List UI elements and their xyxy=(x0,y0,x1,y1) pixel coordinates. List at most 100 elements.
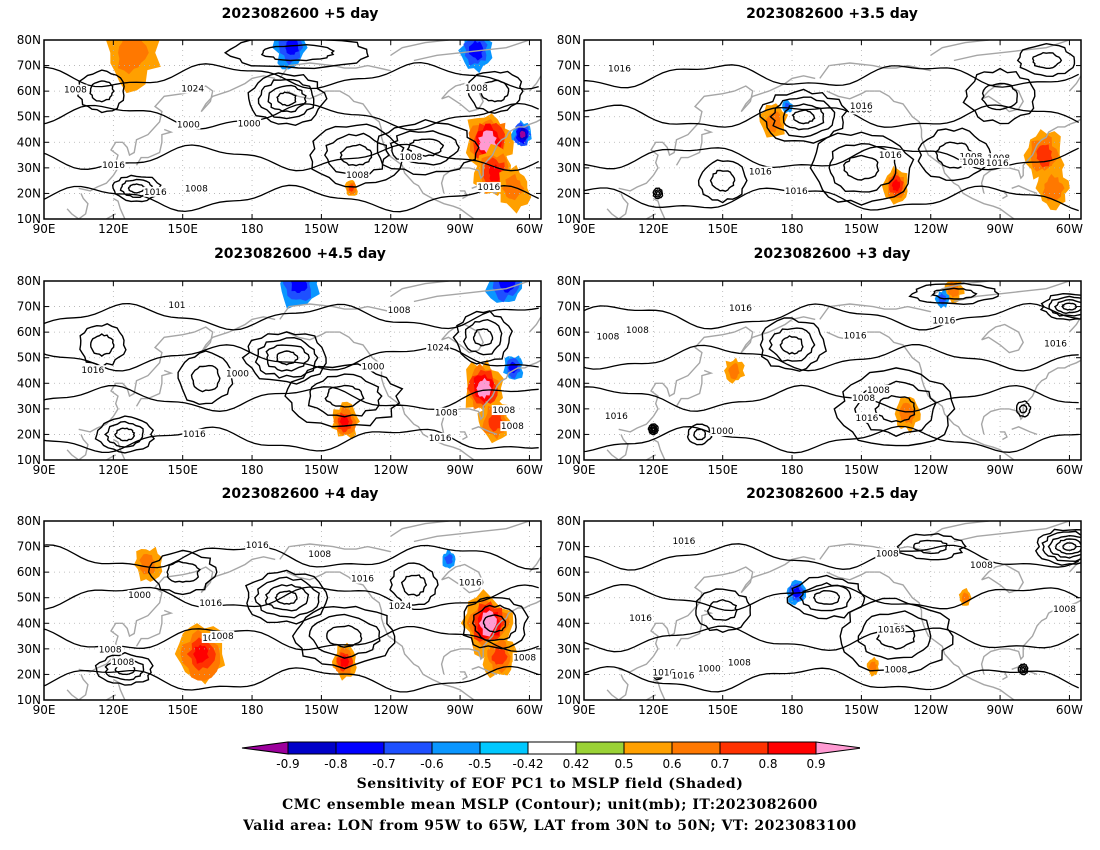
coastline xyxy=(390,521,449,537)
coastline xyxy=(286,571,475,700)
mslp-contour xyxy=(1041,530,1081,563)
contour-label-bg xyxy=(101,159,126,170)
lon-tick-label: 90W xyxy=(987,463,1014,477)
panel-title-1: 2023082600 +5 day xyxy=(221,6,379,22)
map-panel-1: 1008 1000 1016 1016 1000 1016 1008 1008 1024 1008… xyxy=(17,33,543,236)
lon-tick-label: 120E xyxy=(638,463,669,477)
contour-label: 1000 xyxy=(226,369,249,379)
coastline xyxy=(440,599,541,675)
mslp-contour xyxy=(839,597,954,674)
lat-tick-label: 40N xyxy=(557,376,581,390)
map-frame xyxy=(43,520,542,701)
contour-label: 1008 xyxy=(884,665,907,675)
positive-sensitivity-shade xyxy=(1042,174,1065,202)
mslp-contour xyxy=(833,367,956,447)
lon-tick-label: 90E xyxy=(33,222,56,236)
mslp-contour xyxy=(166,560,202,583)
colorbar-swatch xyxy=(719,741,769,755)
coastline xyxy=(953,281,1070,303)
mslp-contour xyxy=(786,574,866,620)
mslp-contour xyxy=(769,96,836,138)
contour-label-bg xyxy=(607,63,632,74)
coastline xyxy=(606,674,629,700)
mslp-contour xyxy=(874,394,916,423)
colorbar-swatch xyxy=(623,741,673,755)
contour-label: 1024 xyxy=(181,84,204,94)
mslp-contour xyxy=(1016,400,1032,418)
coastline xyxy=(279,543,391,560)
map-frame xyxy=(43,39,542,220)
lat-tick-label: 70N xyxy=(17,540,41,554)
mslp-contour xyxy=(452,310,514,365)
mslp-contour xyxy=(584,625,1080,653)
mslp-contour xyxy=(389,562,439,606)
contour-label-bg xyxy=(63,84,88,95)
mslp-contour xyxy=(44,61,539,90)
coastline xyxy=(953,40,1070,62)
lon-tick-label: 120W xyxy=(373,463,408,477)
negative-sensitivity-shade xyxy=(498,281,516,293)
contour-label-bg xyxy=(180,83,205,94)
coastline xyxy=(286,331,475,460)
map-panel-5: 1008 1016 1016 1016 1000 1008 1024 1008 1008 1008… xyxy=(17,514,543,717)
mslp-contour xyxy=(177,350,235,406)
lon-tick-label: 180 xyxy=(781,222,804,236)
contour-label: 1016 xyxy=(672,537,695,547)
mslp-contour xyxy=(686,423,713,446)
contour-label-bg xyxy=(225,368,250,379)
mslp-contour xyxy=(339,143,373,167)
coastline xyxy=(652,197,666,219)
contour-label: 1008 xyxy=(435,409,458,419)
contour-label-bg xyxy=(628,613,653,624)
coastline xyxy=(441,563,484,594)
contour-label-bg xyxy=(245,539,270,550)
contour-label-bg xyxy=(426,342,451,353)
colorbar-max-arrow xyxy=(815,741,860,755)
coastline xyxy=(1068,75,1081,92)
contour-label: 1016 xyxy=(81,366,104,376)
contour-label-bg xyxy=(866,384,891,395)
contour-label-bg xyxy=(931,315,956,326)
lon-tick-label: 120W xyxy=(913,463,948,477)
contour-label: 1008 xyxy=(962,158,985,168)
lon-tick-label: 150W xyxy=(844,222,879,236)
coastline xyxy=(953,521,1070,543)
mslp-contour xyxy=(652,187,664,200)
mslp-contour xyxy=(843,154,880,181)
coastline xyxy=(675,369,714,407)
lon-tick-label: 120W xyxy=(373,222,408,236)
mslp-contour xyxy=(584,543,1079,571)
lat-tick-label: 70N xyxy=(17,59,41,73)
mslp-contour xyxy=(244,569,329,625)
contour-label-bg xyxy=(671,536,696,547)
coastline xyxy=(675,128,714,166)
contour-label: 1016 xyxy=(629,614,652,624)
map-panel-6: 1008100810161008101610161016100010161008… xyxy=(557,514,1083,717)
lon-tick-label: 150E xyxy=(707,703,738,717)
contour-label-bg xyxy=(434,407,459,418)
mslp-contour xyxy=(791,109,816,125)
positive-sensitivity-shade xyxy=(339,414,350,428)
mslp-contour xyxy=(44,184,539,213)
contour-label: 1008 xyxy=(492,406,515,416)
contour-label: 1016 xyxy=(429,434,452,444)
coastline xyxy=(135,369,174,407)
colorbar-swatch xyxy=(431,741,481,755)
mslp-contour xyxy=(650,425,657,433)
contour-label-bg xyxy=(500,421,525,432)
lon-tick-label: 60W xyxy=(516,222,543,236)
lon-tick-label: 90E xyxy=(33,463,56,477)
lat-tick-label: 70N xyxy=(557,540,581,554)
contour-label: 1016 xyxy=(785,187,808,197)
mslp-contour xyxy=(584,583,1080,612)
colorbar-swatch xyxy=(527,741,577,755)
colorbar-tick-label: -0.42 xyxy=(512,757,543,771)
contour-label-bg xyxy=(1052,603,1077,614)
contour-label-bg xyxy=(110,657,135,668)
contour-label: 1008 xyxy=(308,550,331,560)
coastline xyxy=(279,303,391,320)
mslp-contour xyxy=(376,118,480,176)
mslp-contour xyxy=(462,596,530,650)
lat-tick-label: 20N xyxy=(17,667,41,681)
lon-tick-label: 90E xyxy=(573,463,596,477)
